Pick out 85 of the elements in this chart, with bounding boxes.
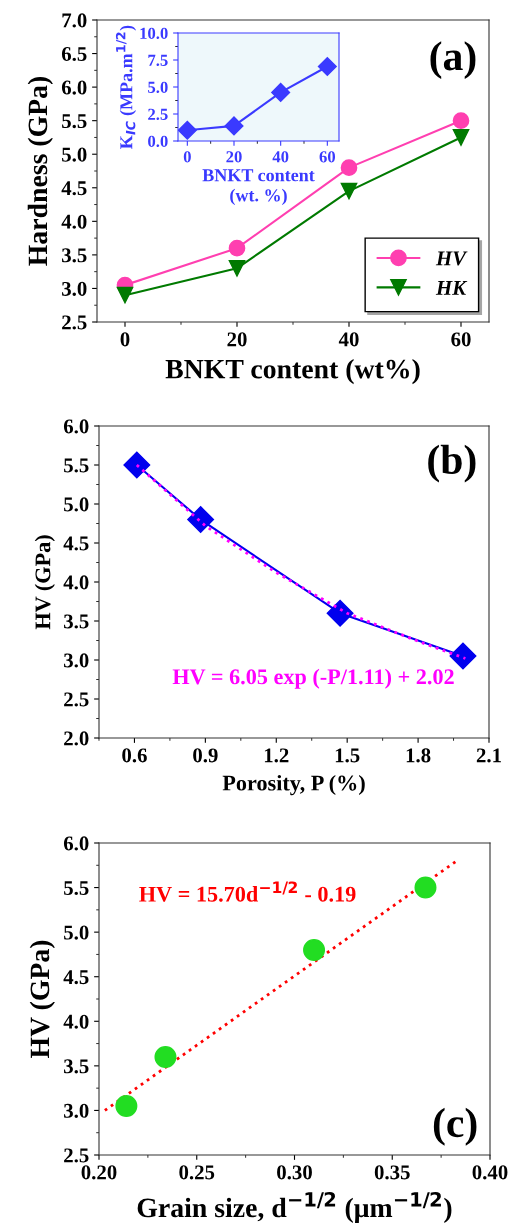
point [116,286,134,304]
x-tick-label: 60 [451,332,471,347]
annotation: (b) [428,444,476,483]
y-tick-label: 5.5 [64,458,89,473]
x-tick-label: 1.5 [335,748,360,763]
point [340,159,358,176]
x-tick-label: 1.2 [264,748,289,763]
x-tick-label: 40 [338,332,359,347]
y-axis-title: HV (GPa) [29,940,55,1059]
x-tick-label: 1.8 [406,748,431,763]
y-tick-label: 3.0 [64,1103,89,1118]
point [115,1094,138,1117]
point [414,876,437,899]
point [228,259,246,277]
y-tick-label: 3.0 [64,653,89,668]
point [452,112,470,130]
x-tick-label: 0.9 [193,748,218,763]
y-tick-label: 2.5 [64,1148,89,1163]
y-tick-label: 5.5 [62,114,87,129]
point [178,120,197,140]
y-tick-label: 2.5 [64,692,89,707]
x-tick-label: 0.25 [179,1165,215,1180]
x-tick-label: 2.1 [476,748,501,763]
y-tick-label: 2.5 [62,315,87,330]
y-tick-label: 5.0 [64,925,89,940]
y-tick-label: 6.0 [63,419,89,434]
y-tick-label: 0.0 [148,135,168,148]
x-axis-title: Grain size, d$^{−1/2}$ (μm$^{−1/2}$) [137,1191,452,1223]
x-tick-label: 20 [226,151,242,163]
y-tick-label: 4.5 [61,181,87,196]
point [452,129,470,146]
y-axis-title: HV (GPa) [34,535,55,630]
x-tick-label: 0.6 [122,748,147,763]
annotation: HV = 15.70d$^{−1/2}$ - 0.19 [139,881,356,902]
point [271,82,291,102]
point [303,938,326,961]
y-tick-label: 6.0 [61,80,87,95]
x-axis-title: BNKT content (wt. %) [202,169,315,206]
y-tick-label: 5.5 [64,881,89,896]
point [154,1045,177,1068]
y-tick-label: 4.0 [61,214,87,229]
y-tick-label: 2.0 [64,731,89,746]
y-tick-label: 3.5 [64,614,89,629]
y-tick-label: 4.0 [63,575,89,590]
x-tick-label: 60 [319,151,336,163]
annotation: (c) [433,1107,477,1146]
y-tick-label: 6.0 [63,836,89,851]
x-tick-label: 0.30 [277,1165,312,1180]
y-axis-title: Hardness (GPa) [27,76,53,266]
legend-label: HK [435,281,468,295]
y-tick-label: 3.5 [64,1059,89,1074]
point [326,599,354,627]
y-tick-label: 7.0 [62,13,87,28]
y-tick-label: 3.5 [62,248,87,263]
x-tick-label: 0.35 [374,1165,410,1180]
point [340,182,358,200]
point [317,56,337,77]
y-tick-label: 4.0 [63,1014,89,1029]
annotation: (a) [430,41,476,79]
x-tick-label: 0.40 [472,1165,508,1180]
y-tick-label: 6.5 [61,46,87,62]
point [449,642,477,670]
y-tick-label: 5.0 [62,147,87,162]
y-tick-label: 5.0 [148,81,168,94]
x-tick-label: 0 [120,332,130,347]
y-tick-label: 3.0 [62,281,87,296]
x-axis-title: Porosity, P (%) [222,774,365,796]
point [228,239,246,257]
point [123,451,151,479]
y-tick-label: 10.0 [140,27,168,40]
x-tick-label: 20 [227,332,247,347]
x-axis-title: BNKT content (wt%) [165,358,420,385]
point [187,506,215,534]
point [224,116,244,136]
annotation: HV = 6.05 exp (-P/1.11) + 2.02 [172,668,454,689]
y-tick-label: 5.0 [64,497,89,512]
x-tick-label: 0 [183,151,191,163]
y-tick-label: 4.5 [63,536,89,551]
y-tick-label: 2.5 [148,108,168,121]
x-tick-label: 40 [272,151,289,163]
legend-label: HV [435,251,468,266]
x-tick-label: 0.20 [81,1165,117,1180]
y-tick-label: 4.5 [63,970,89,985]
y-tick-label: 7.5 [148,54,168,67]
y-axis-title: K$_{IC}$ (MPa.m$^{1/2}$) [115,25,137,149]
